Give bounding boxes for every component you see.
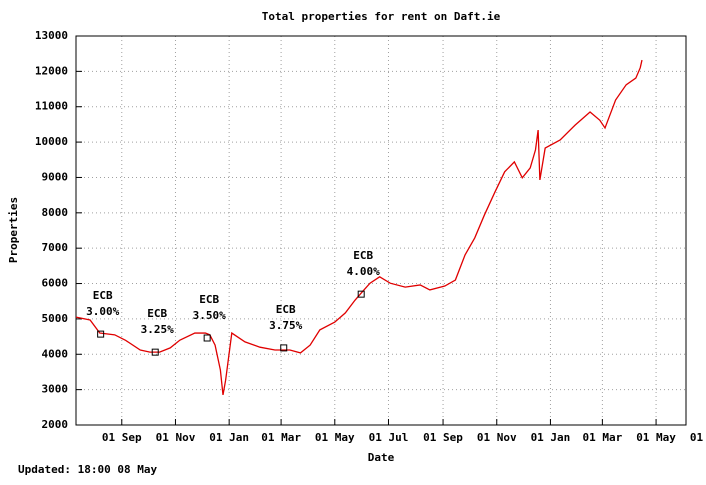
y-tick-label: 12000 xyxy=(35,64,68,77)
annotation-label: 3.75% xyxy=(269,319,302,332)
annotation-marker xyxy=(357,290,365,298)
annotation-label: ECB xyxy=(199,293,219,306)
x-tick-label: 01 Nov xyxy=(477,431,517,444)
x-tick-label: 01 Sep xyxy=(102,431,142,444)
y-tick-label: 13000 xyxy=(35,29,68,42)
y-tick-label: 4000 xyxy=(42,347,69,360)
annotation-marker xyxy=(97,330,105,338)
x-tick-label: 01 Jan xyxy=(531,431,571,444)
y-tick-label: 7000 xyxy=(42,241,69,254)
annotation-label: 4.00% xyxy=(347,265,380,278)
annotation-label: ECB xyxy=(147,307,167,320)
annotation-label: ECB xyxy=(276,303,296,316)
x-tick-label: 01 Jan xyxy=(209,431,249,444)
chart-title: Total properties for rent on Daft.ie xyxy=(262,10,501,23)
annotation-label: 3.00% xyxy=(86,305,119,318)
annotation-label: ECB xyxy=(353,249,373,262)
x-tick-label: 01 Jul xyxy=(369,431,409,444)
y-tick-label: 11000 xyxy=(35,100,68,113)
y-axis-label: Properties xyxy=(7,197,20,263)
annotation-label: ECB xyxy=(93,289,113,302)
x-tick-label: 01 May xyxy=(636,431,676,444)
y-tick-label: 9000 xyxy=(42,170,69,183)
x-tick-label: 01 Jul xyxy=(690,431,706,444)
x-axis-label: Date xyxy=(368,451,395,464)
data-line xyxy=(75,59,643,396)
y-tick-label: 5000 xyxy=(42,312,69,325)
annotation-marker xyxy=(151,348,159,356)
y-tick-label: 8000 xyxy=(42,206,69,219)
plot-frame xyxy=(75,35,687,426)
annotation-marker xyxy=(280,344,288,352)
y-tick-label: 3000 xyxy=(42,383,69,396)
x-tick-label: 01 Nov xyxy=(156,431,196,444)
x-tick-label: 01 Sep xyxy=(423,431,463,444)
y-tick-label: 2000 xyxy=(42,418,69,431)
y-tick-label: 6000 xyxy=(42,277,69,290)
y-tick-label: 10000 xyxy=(35,135,68,148)
x-tick-label: 01 Mar xyxy=(261,431,301,444)
annotation-marker xyxy=(203,334,211,342)
footer: Updated: 18:00 08 May xyxy=(18,463,157,476)
annotation-label: 3.50% xyxy=(193,309,226,322)
x-tick-label: 01 Mar xyxy=(583,431,623,444)
annotation-label: 3.25% xyxy=(141,323,174,336)
x-tick-label: 01 May xyxy=(315,431,355,444)
